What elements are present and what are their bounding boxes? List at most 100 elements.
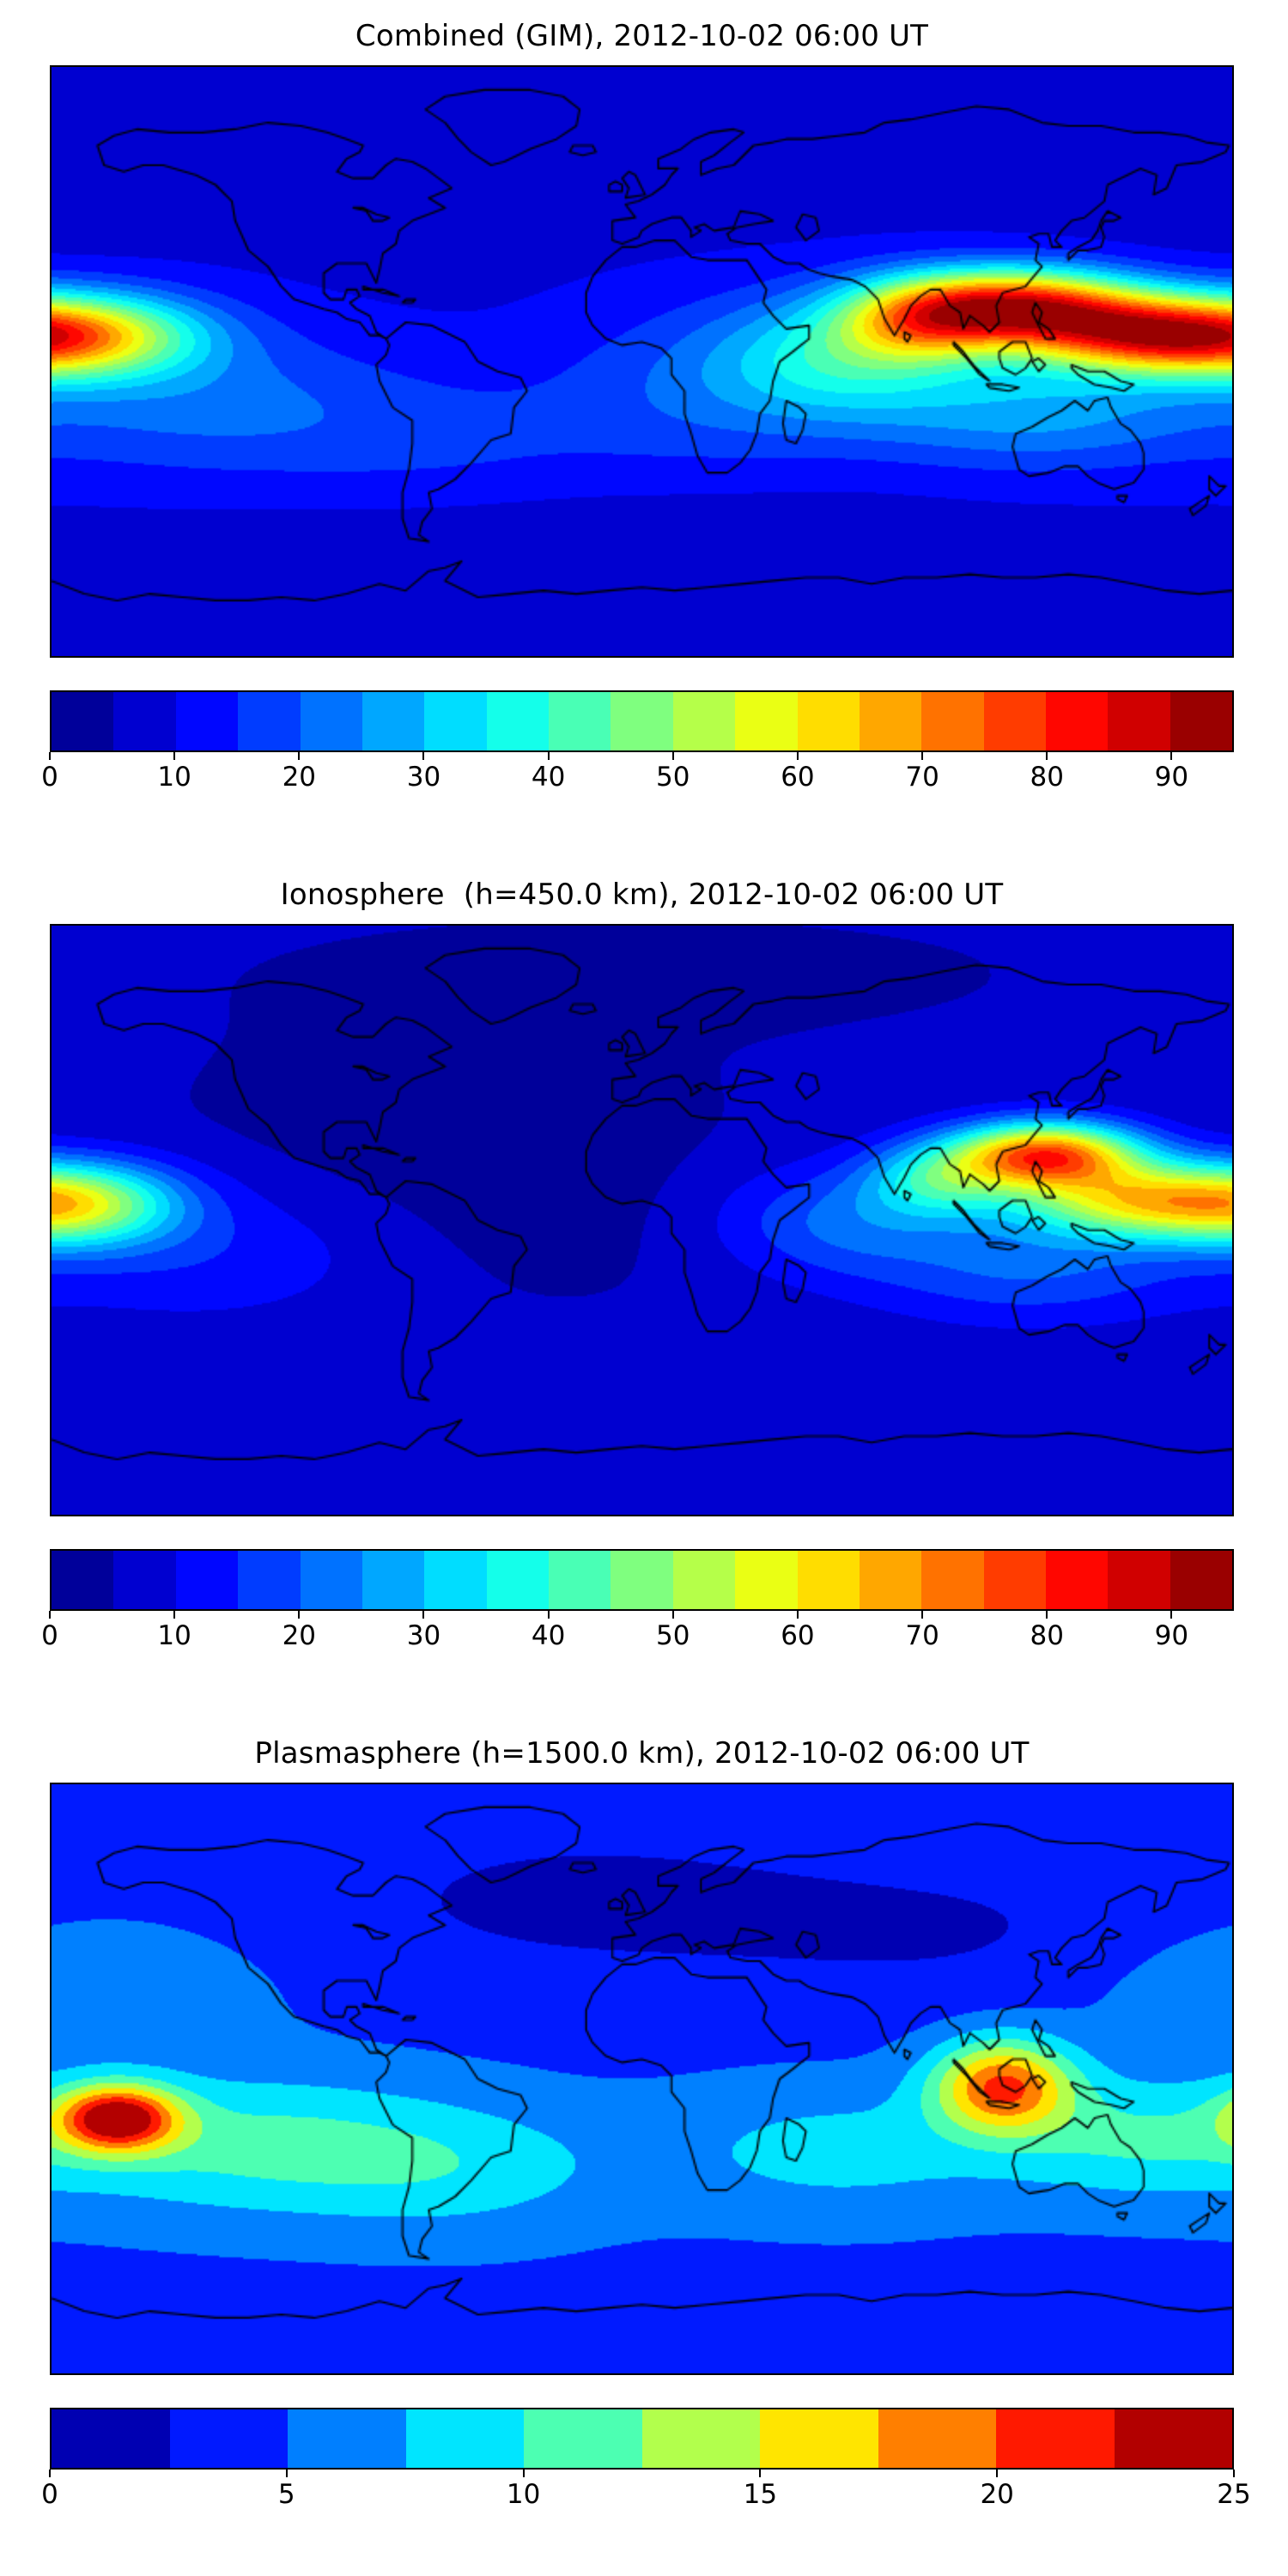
colorbar-segment	[524, 2409, 642, 2468]
colorbar-ticks-plasmasphere: 0 5 10 15 20 25	[41, 2470, 1251, 2514]
colorbar-segment	[921, 692, 984, 750]
colorbar-tick	[671, 1611, 674, 1619]
colorbar-tick-label: 90	[1154, 762, 1189, 793]
colorbar-tick	[422, 1611, 425, 1619]
colorbar-segment	[361, 1551, 425, 1609]
colorbar-segment	[641, 2409, 760, 2468]
colorbar-segment	[549, 1551, 611, 1609]
panel-ionosphere: Ionosphere (h=450.0 km), 2012-10-02 06:0…	[41, 859, 1234, 1717]
colorbar-segment	[1108, 692, 1170, 750]
colorbar-tick-label: 0	[41, 2479, 58, 2510]
colorbar-tick	[1233, 2470, 1235, 2477]
colorbar-segment	[611, 1551, 673, 1609]
colorbar-segment	[859, 1551, 922, 1609]
colorbar-tick-label: 80	[1030, 1620, 1064, 1651]
colorbar-segment	[1046, 1551, 1109, 1609]
colorbar-segment	[921, 1551, 984, 1609]
colorbar-segment	[549, 692, 611, 750]
colorbar-segment	[52, 1551, 114, 1609]
colorbar-segment	[672, 1551, 736, 1609]
colorbar-tick	[547, 1611, 550, 1619]
colorbar-plasmasphere	[50, 2408, 1234, 2470]
colorbar-segment	[169, 2409, 288, 2468]
colorbar-segment	[983, 692, 1046, 750]
colorbar-tick	[671, 752, 674, 760]
colorbar-segment	[878, 2409, 996, 2468]
colorbar-tick-label: 80	[1030, 762, 1064, 793]
colorbar-tick	[796, 752, 799, 760]
colorbar-tick	[422, 752, 425, 760]
colorbar-tick-label: 10	[506, 2479, 541, 2510]
map-ionosphere	[50, 924, 1234, 1516]
map-canvas-ionosphere	[52, 926, 1232, 1515]
colorbar-segment	[1046, 692, 1109, 750]
colorbar-tick-label: 40	[531, 1620, 566, 1651]
colorbar-segment	[175, 692, 239, 750]
colorbar-segment	[175, 1551, 239, 1609]
colorbar-segment	[1108, 1551, 1170, 1609]
colorbar-tick-label: 5	[277, 2479, 295, 2510]
colorbar-segment	[797, 1551, 860, 1609]
panel-title-combined: Combined (GIM), 2012-10-02 06:00 UT	[355, 19, 929, 53]
colorbar-tick-label: 20	[282, 1620, 317, 1651]
colorbar-tick-label: 60	[781, 762, 815, 793]
colorbar-segment	[797, 692, 860, 750]
colorbar-segment	[1170, 1551, 1233, 1609]
colorbar-segment	[300, 1551, 362, 1609]
colorbar-tick	[49, 2470, 51, 2477]
colorbar-tick	[1170, 752, 1173, 760]
panel-combined: Combined (GIM), 2012-10-02 06:00 UT 0 10 2…	[41, 0, 1234, 859]
colorbar-tick	[921, 1611, 924, 1619]
colorbar-tick-label: 70	[905, 1620, 939, 1651]
map-canvas-combined	[52, 67, 1232, 656]
colorbar-tick	[796, 1611, 799, 1619]
colorbar-combined	[50, 690, 1234, 752]
colorbar-segment	[424, 692, 487, 750]
colorbar-segment	[52, 692, 114, 750]
colorbar-tick	[49, 1611, 51, 1619]
colorbar-tick	[298, 752, 301, 760]
colorbar-tick-label: 20	[282, 762, 317, 793]
map-combined	[50, 65, 1234, 658]
colorbar-ticks-combined: 0 10 20 30 40 50 60 70 80 90	[41, 752, 1234, 797]
colorbar-segment	[735, 1551, 798, 1609]
colorbar-segment	[486, 692, 549, 750]
colorbar-tick	[298, 1611, 301, 1619]
colorbar-segment	[300, 692, 362, 750]
colorbar-tick-label: 10	[157, 1620, 191, 1651]
colorbar-tick-label: 50	[656, 762, 690, 793]
colorbar-tick	[173, 1611, 176, 1619]
colorbar-tick	[547, 752, 550, 760]
colorbar-segment	[361, 692, 425, 750]
colorbar-tick-label: 10	[157, 762, 191, 793]
colorbar-segment	[672, 692, 736, 750]
colorbar-tick	[1046, 752, 1048, 760]
colorbar-tick	[522, 2470, 525, 2477]
colorbar-segment	[113, 692, 176, 750]
colorbar-segment	[996, 2409, 1115, 2468]
colorbar-segment	[735, 692, 798, 750]
colorbar-tick	[285, 2470, 288, 2477]
colorbar-segment	[52, 2409, 170, 2468]
colorbar-tick	[996, 2470, 999, 2477]
colorbar-tick	[1046, 1611, 1048, 1619]
colorbar-segment	[611, 692, 673, 750]
colorbar-tick-label: 70	[905, 762, 939, 793]
colorbar-segment	[486, 1551, 549, 1609]
colorbar-tick-label: 20	[980, 2479, 1014, 2510]
colorbar-segment	[1170, 692, 1233, 750]
map-canvas-plasmasphere	[52, 1784, 1232, 2373]
colorbar-tick-label: 50	[656, 1620, 690, 1651]
colorbar-tick	[921, 752, 924, 760]
colorbar-segment	[113, 1551, 176, 1609]
colorbar-tick-label: 60	[781, 1620, 815, 1651]
panel-title-plasmasphere: Plasmasphere (h=1500.0 km), 2012-10-02 0…	[254, 1736, 1030, 1771]
colorbar-segment	[760, 2409, 878, 2468]
colorbar-tick-label: 0	[41, 1620, 58, 1651]
colorbar-tick-label: 25	[1217, 2479, 1251, 2510]
colorbar-tick-label: 30	[406, 762, 441, 793]
panel-plasmasphere: Plasmasphere (h=1500.0 km), 2012-10-02 0…	[41, 1717, 1251, 2576]
colorbar-tick-label: 15	[743, 2479, 778, 2510]
map-plasmasphere	[50, 1783, 1234, 2375]
colorbar-tick	[173, 752, 176, 760]
